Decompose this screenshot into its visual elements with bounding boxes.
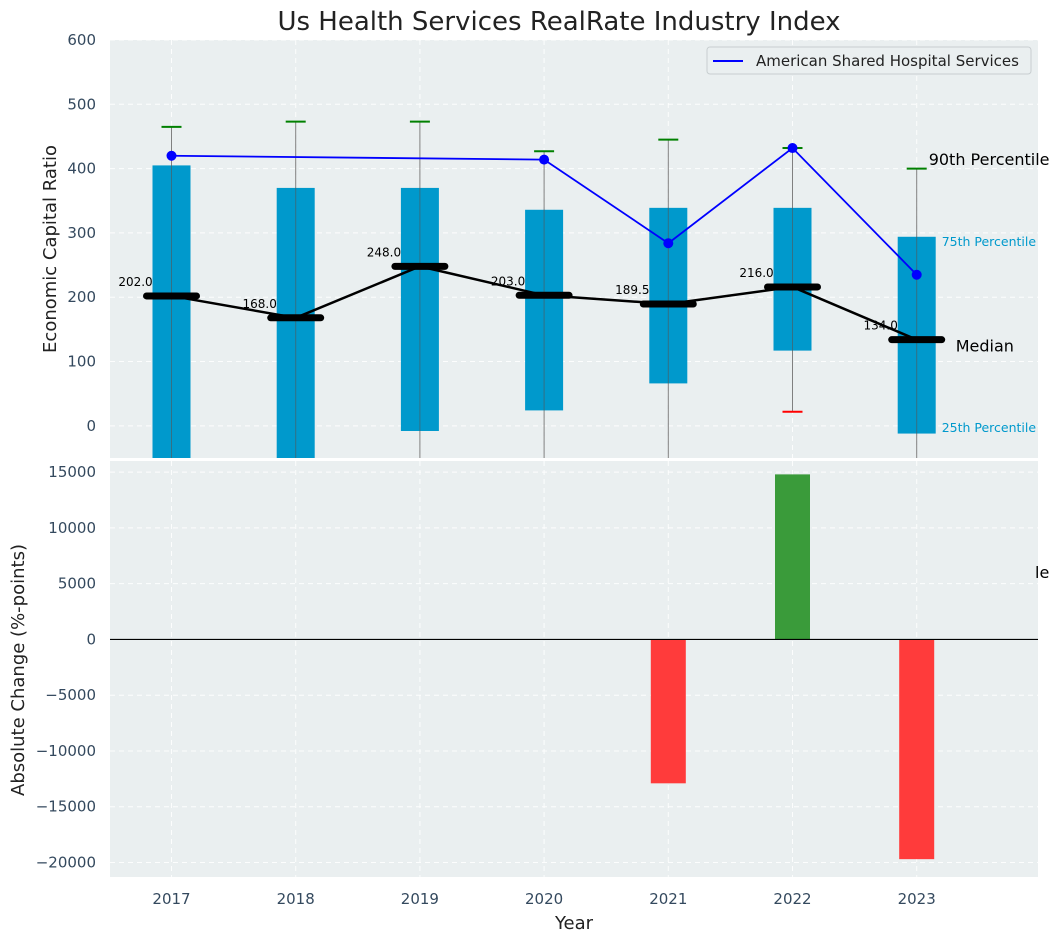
- stray-annotation-text: le: [1035, 563, 1049, 582]
- x-tick: 2021: [649, 890, 687, 908]
- top-y-tick: 100: [67, 353, 96, 371]
- top-y-tick: 400: [67, 160, 96, 178]
- bottom-y-tick-labels: −20000 −15000 −10000 −5000 0 5000 10000 15000: [36, 463, 96, 871]
- median-value-label: 189.5: [615, 283, 649, 297]
- percentile-boxes: [152, 120, 936, 458]
- median-value-label: 202.0: [118, 275, 152, 289]
- median-value-label: 168.0: [243, 297, 277, 311]
- change-bars: [110, 474, 1038, 860]
- series-point-american-shared: [166, 150, 177, 161]
- legend-label-american-shared: American Shared Hospital Services: [756, 52, 1019, 70]
- median-value-label: 248.0: [367, 245, 401, 259]
- top-plot-area: [110, 40, 1038, 458]
- series-point-american-shared: [539, 154, 550, 165]
- chart-title: Us Health Services RealRate Industry Ind…: [277, 7, 840, 37]
- bottom-y-tick: 10000: [48, 519, 96, 537]
- top-y-axis-label: Economic Capital Ratio: [40, 145, 61, 353]
- bottom-y-tick: −20000: [36, 854, 96, 872]
- legend: American Shared Hospital Services: [706, 46, 1032, 75]
- x-axis-label: Year: [554, 913, 594, 934]
- change-bar: [650, 639, 686, 784]
- bottom-y-tick: 5000: [58, 575, 96, 593]
- top-y-tick: 0: [86, 417, 96, 435]
- percentile-annotations: 90th Percentile 75th Percentile Median 25th…: [929, 150, 1050, 435]
- x-tick: 2018: [277, 890, 315, 908]
- bottom-y-tick: −15000: [36, 798, 96, 816]
- x-tick: 2023: [898, 890, 936, 908]
- bottom-y-axis-label: Absolute Change (%-points): [8, 544, 29, 796]
- top-y-tick: 300: [67, 224, 96, 242]
- p90-annotation: 90th Percentile: [929, 150, 1050, 169]
- x-tick: 2020: [525, 890, 563, 908]
- change-bar: [775, 474, 810, 640]
- x-tick: 2022: [773, 890, 811, 908]
- series-point-american-shared: [787, 143, 798, 154]
- x-tick: 2017: [152, 890, 190, 908]
- p25-annotation: 25th Percentile: [942, 420, 1037, 435]
- median-value-label: 134.0: [864, 319, 898, 333]
- bottom-y-tick: 15000: [48, 463, 96, 481]
- top-y-tick: 200: [67, 288, 96, 306]
- series-point-american-shared: [663, 238, 674, 249]
- median-value-label: 216.0: [739, 266, 773, 280]
- series-lines: 202.0 168.0 248.0 203.0 189.5 216.0 134.0: [118, 143, 946, 344]
- top-y-tick-labels: 0 100 200 300 400 500 600: [67, 31, 96, 435]
- x-tick-labels: 2017 2018 2019 2020 2021 2022 2023: [152, 890, 935, 908]
- p75-annotation: 75th Percentile: [942, 234, 1037, 249]
- series-point-american-shared: [911, 269, 922, 280]
- median-value-label: 203.0: [491, 274, 525, 288]
- median-annotation: Median: [956, 337, 1014, 356]
- bottom-y-tick: −5000: [45, 686, 96, 704]
- bottom-y-tick: −10000: [36, 742, 96, 760]
- bottom-y-tick: 0: [86, 630, 96, 648]
- top-y-tick: 500: [67, 95, 96, 113]
- top-y-tick: 600: [67, 31, 96, 49]
- bottom-plot-area: [110, 461, 1038, 877]
- change-bar: [899, 639, 935, 860]
- x-tick: 2019: [401, 890, 439, 908]
